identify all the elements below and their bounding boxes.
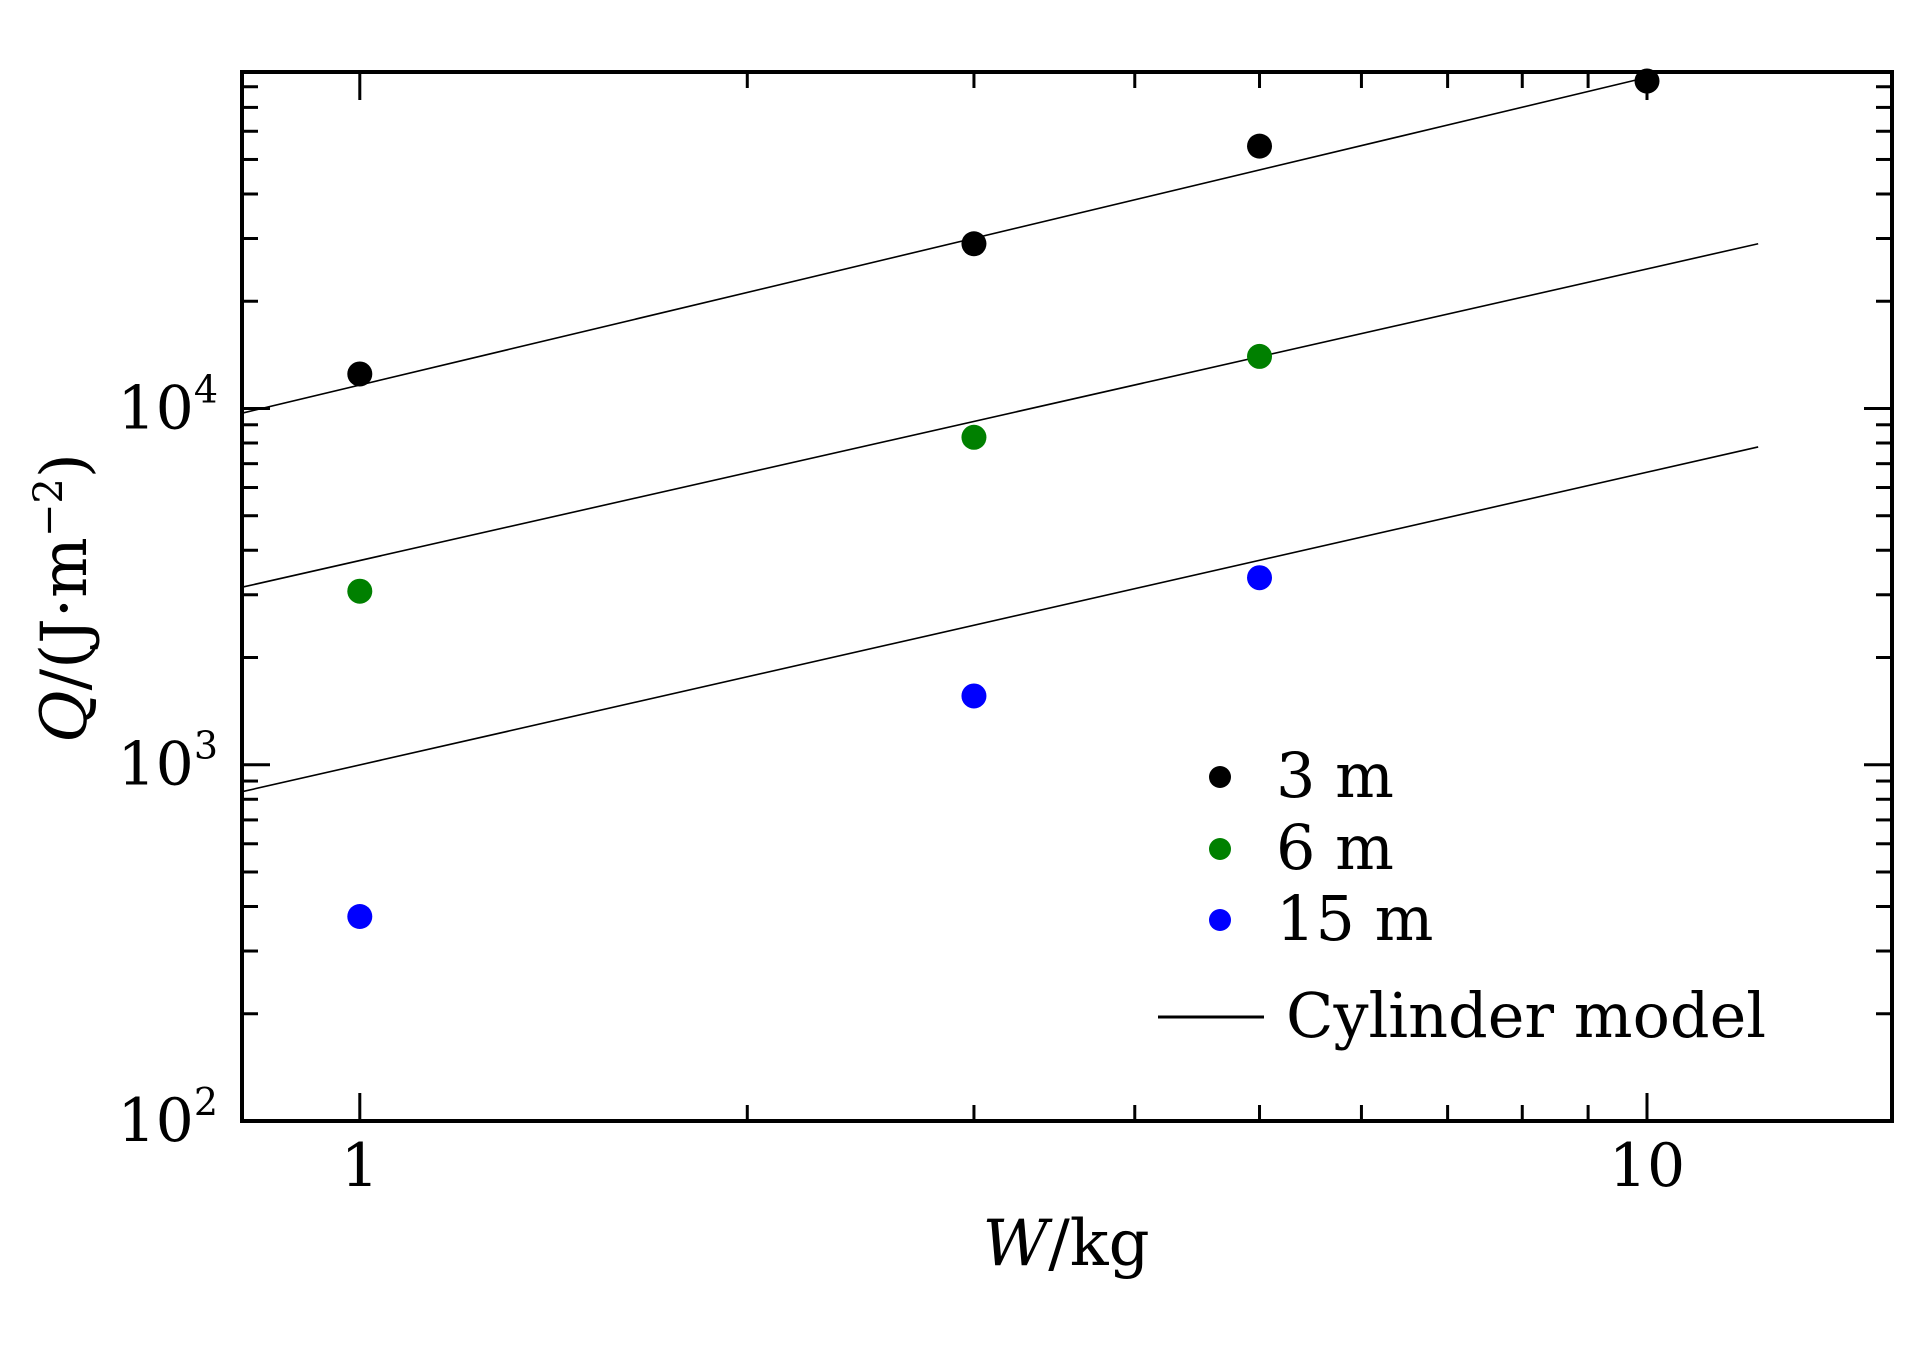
model-line-2 (241, 242, 1759, 588)
point-3m (1247, 133, 1273, 159)
model-line-1 (241, 76, 1648, 414)
point-3m (1634, 68, 1660, 94)
legend-marker-15m (1209, 909, 1231, 931)
point-6m (1247, 343, 1273, 369)
y-axis-label: Q/(J·m−2) (26, 453, 102, 743)
legend-marker-6m (1209, 838, 1231, 860)
model-lines (241, 76, 1759, 793)
legend-label-3m: 3 m (1276, 739, 1394, 812)
point-6m (347, 578, 373, 604)
point-15m (347, 903, 373, 929)
x-axis-label: W/kg (982, 1207, 1149, 1281)
point-15m (961, 683, 987, 709)
legend: 3 m 6 m 15 m Cylinder model (1158, 739, 1766, 1052)
point-3m (347, 361, 373, 387)
x-tick-label: 1 (341, 1131, 379, 1201)
legend-label-15m: 15 m (1276, 882, 1433, 955)
legend-label-cylinder-model: Cylinder model (1286, 979, 1766, 1052)
point-6m (961, 424, 987, 450)
x-tick-label: 10 (1609, 1131, 1685, 1201)
legend-marker-3m (1209, 766, 1231, 788)
x-tick-labels: 1 10 (341, 1131, 1685, 1201)
y-tick-label: 104 (117, 367, 218, 443)
y-tick-label: 103 (117, 724, 218, 800)
y-tick-labels: 102 103 104 (117, 367, 218, 1156)
y-tick-label: 102 (117, 1080, 218, 1156)
point-3m (961, 231, 987, 257)
data-points (347, 68, 1660, 929)
plot-frame (240, 70, 1894, 1123)
point-15m (1247, 565, 1273, 591)
legend-label-6m: 6 m (1276, 811, 1394, 884)
model-line-3 (241, 446, 1759, 793)
axis-ticks (242, 72, 1892, 1123)
